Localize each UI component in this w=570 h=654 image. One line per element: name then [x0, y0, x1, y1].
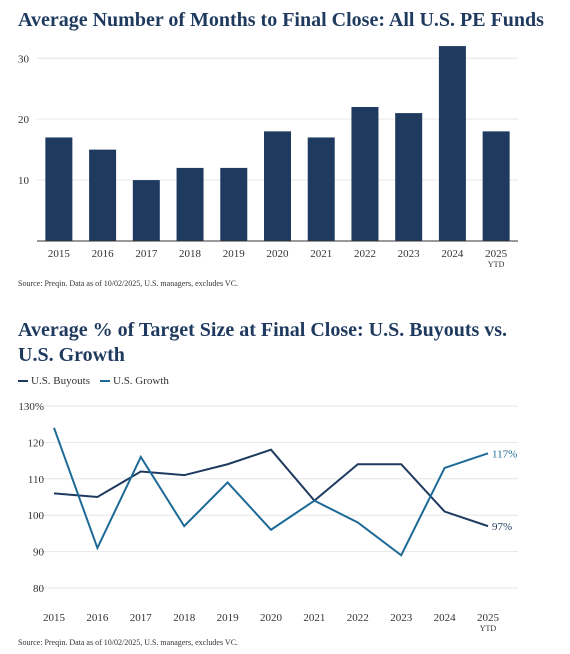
- x-tick-label: 2021: [303, 612, 325, 624]
- bar: [176, 167, 204, 241]
- bar: [264, 131, 291, 241]
- x-tick-label: 2015: [48, 248, 71, 260]
- y-tick-label: 30: [18, 53, 30, 65]
- legend-label-growth: U.S. Growth: [113, 375, 169, 387]
- y-tick-label: 10: [18, 175, 30, 187]
- x-tick-label: 2017: [135, 248, 158, 260]
- bar: [220, 167, 248, 241]
- x-tick-label: 2025: [477, 612, 500, 624]
- y-tick-label: 20: [18, 114, 30, 126]
- x-tick-label: 2024: [434, 612, 457, 624]
- x-tick-label: 2022: [354, 248, 376, 260]
- y-tick-label: 90: [33, 547, 45, 559]
- bar: [89, 149, 117, 241]
- y-tick-label: 80: [33, 583, 45, 595]
- x-tick-label: 2019: [217, 612, 240, 624]
- series-line-growth: [53, 427, 489, 557]
- bar-chart: 10 20 30 2015 2016 2017 2018 2019 2020 2021 2022 20…: [18, 46, 518, 269]
- x-tick-label: 2019: [223, 248, 246, 260]
- x-tick-label: 2024: [441, 248, 464, 260]
- x-tick-label: 2020: [267, 248, 290, 260]
- end-label-buyouts: 97%: [492, 521, 512, 533]
- x-tick-label: 2023: [398, 248, 421, 260]
- legend-item-growth: U.S. Growth: [100, 375, 169, 387]
- legend-swatch-buyouts: [18, 380, 28, 382]
- end-label-growth: 117%: [492, 448, 517, 460]
- chart1-title: Average Number of Months to Final Close:…: [18, 9, 544, 31]
- x-tick-label: 2022: [347, 612, 369, 624]
- x-tick-label: 2016: [86, 612, 109, 624]
- y-tick-label: 130%: [18, 401, 44, 413]
- chart2-title: Average % of Target Size at Final Close:…: [18, 319, 508, 366]
- y-tick-label: 100: [28, 510, 45, 522]
- x-tick-label: 2020: [260, 612, 283, 624]
- x-tick-label: 2025: [485, 248, 508, 260]
- bar: [395, 113, 423, 241]
- bar: [438, 46, 466, 241]
- series-line-buyouts: [53, 448, 489, 528]
- bar: [351, 107, 379, 241]
- x-tick-label: 2018: [179, 248, 202, 260]
- x-tick-label: 2015: [43, 612, 66, 624]
- x-tick-sublabel: YTD: [480, 624, 497, 633]
- x-tick-label: 2021: [310, 248, 332, 260]
- bar: [45, 137, 73, 241]
- chart2-source: Source: Preqin. Data as of 10/02/2025, U…: [18, 638, 239, 647]
- x-tick-label: 2016: [92, 248, 115, 260]
- bar: [307, 137, 335, 241]
- y-tick-label: 110: [28, 474, 45, 486]
- x-tick-sublabel: YTD: [488, 260, 505, 269]
- chart1-source: Source: Preqin. Data as of 10/02/2025, U…: [18, 279, 239, 288]
- bar: [482, 131, 510, 241]
- legend-item-buyouts: U.S. Buyouts: [18, 375, 90, 387]
- chart2-legend: U.S. Buyouts U.S. Growth: [18, 375, 169, 387]
- legend-swatch-growth: [100, 380, 110, 382]
- legend-label-buyouts: U.S. Buyouts: [31, 375, 90, 387]
- x-tick-label: 2017: [130, 612, 153, 624]
- x-tick-label: 2023: [390, 612, 413, 624]
- y-tick-label: 120: [28, 437, 45, 449]
- bar: [132, 180, 160, 241]
- x-tick-label: 2018: [173, 612, 196, 624]
